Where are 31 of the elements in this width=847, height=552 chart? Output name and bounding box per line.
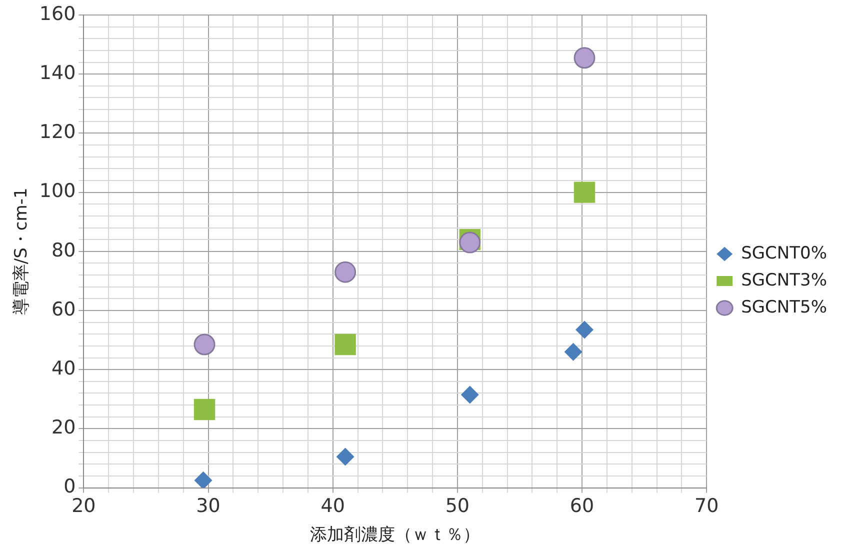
x-axis-title: 添加剤濃度（ｗｔ％） [310,525,480,546]
x-tick-label: 60 [570,495,594,518]
point [574,182,596,203]
point [194,334,216,356]
legend-label: SGCNT5% [741,297,827,318]
point [194,471,212,488]
x-tick-label: 40 [320,495,345,518]
point [194,398,216,420]
point [334,261,356,283]
point [460,386,479,404]
x-tick-label: 30 [196,495,220,518]
y-tick-label: 80 [51,239,76,262]
point [334,334,356,356]
point [576,320,594,339]
point [574,47,596,69]
y-tick-label: 40 [51,358,76,380]
legend-label: SGCNT0% [741,243,827,264]
y-tick-label: 20 [51,416,76,439]
x-tick-label: 20 [72,495,96,518]
point [336,448,354,466]
y-tick-label: 140 [39,62,76,84]
legend-label: SGCNT3% [741,270,827,290]
x-tick-label: 50 [445,495,470,518]
y-tick-label: 60 [51,298,76,320]
y-tick-label: 160 [39,2,76,25]
y-tick-label: 100 [39,180,76,202]
y-axis-title: 導電率/S・cm-1 [12,188,32,316]
point [564,342,582,361]
y-tick-label: 120 [39,121,76,144]
x-tick-label: 70 [694,495,719,518]
y-tick-label: 0 [64,476,76,498]
